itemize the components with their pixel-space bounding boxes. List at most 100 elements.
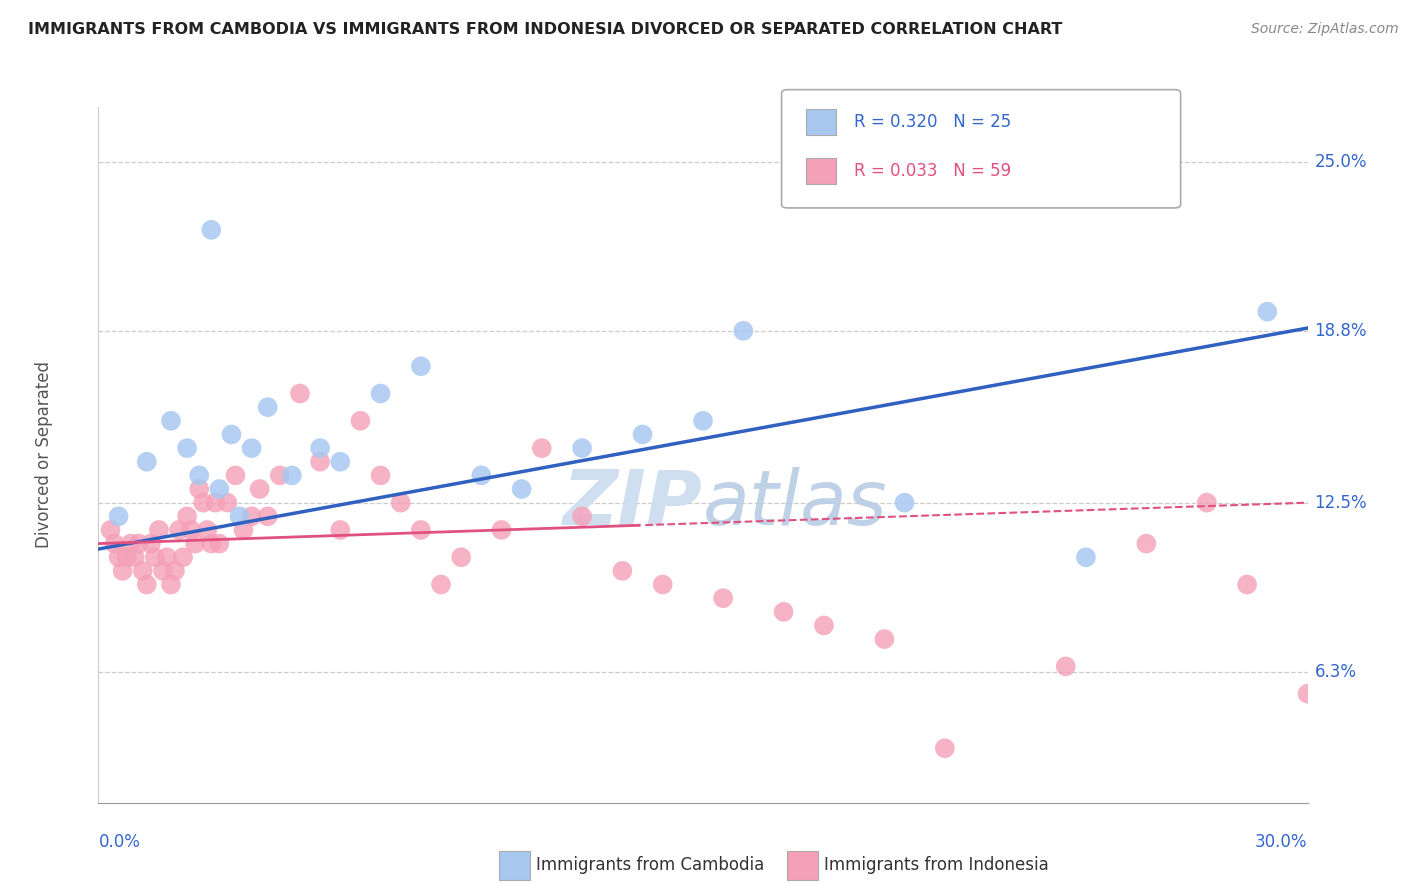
Text: R = 0.320   N = 25: R = 0.320 N = 25 [855,113,1011,131]
Point [224,468,246,483]
Point [188,482,211,496]
Point [217,496,239,510]
Point [135,455,157,469]
Point [128,536,150,550]
Point [163,564,186,578]
Point [631,427,654,442]
Text: 6.3%: 6.3% [1315,663,1357,681]
Point [208,536,231,550]
Point [100,523,122,537]
Point [510,482,533,496]
Point [256,400,278,414]
FancyBboxPatch shape [806,110,837,136]
Point [184,536,207,550]
Point [135,577,157,591]
Point [934,741,956,756]
Text: R = 0.033   N = 59: R = 0.033 N = 59 [855,162,1011,180]
Point [193,496,215,510]
Point [430,577,453,591]
Point [409,523,432,537]
Point [470,468,492,483]
Point [172,550,194,565]
Point [813,618,835,632]
Point [329,455,352,469]
Text: 30.0%: 30.0% [1256,833,1308,851]
Point [1074,550,1097,565]
Point [692,414,714,428]
Point [200,223,222,237]
Point [389,496,412,510]
Point [571,509,593,524]
Point [249,482,271,496]
Point [156,550,179,565]
Point [309,455,332,469]
Point [711,591,734,606]
Point [1195,496,1218,510]
Point [176,509,198,524]
Point [409,359,432,374]
Point [221,427,243,442]
Point [733,324,755,338]
FancyBboxPatch shape [782,90,1181,208]
Point [288,386,311,401]
Point [1236,577,1258,591]
Text: Immigrants from Indonesia: Immigrants from Indonesia [824,856,1049,874]
Text: 0.0%: 0.0% [98,833,141,851]
Point [188,468,211,483]
Text: atlas: atlas [703,467,887,541]
Point [132,564,155,578]
Text: 12.5%: 12.5% [1315,493,1367,512]
Point [160,414,183,428]
Point [111,564,134,578]
Point [329,523,352,537]
Point [120,536,142,550]
Point [1135,536,1157,550]
Point [240,441,263,455]
Point [1296,687,1319,701]
FancyBboxPatch shape [806,158,837,185]
Point [240,509,263,524]
Point [139,536,162,550]
Point [152,564,174,578]
Point [349,414,371,428]
Point [612,564,634,578]
Text: Source: ZipAtlas.com: Source: ZipAtlas.com [1251,22,1399,37]
Point [651,577,673,591]
Point [530,441,553,455]
Point [200,536,222,550]
Point [148,523,170,537]
Text: Divorced or Separated: Divorced or Separated [35,361,53,549]
Point [208,482,231,496]
Point [450,550,472,565]
Text: 18.8%: 18.8% [1315,322,1367,340]
Point [772,605,794,619]
Point [281,468,304,483]
Point [143,550,166,565]
Point [180,523,202,537]
Point [160,577,183,591]
Point [1256,304,1278,318]
Point [228,509,250,524]
Text: ZIP: ZIP [564,467,703,541]
Point [370,386,392,401]
Point [107,550,129,565]
Point [873,632,896,646]
Text: 25.0%: 25.0% [1315,153,1367,170]
Point [370,468,392,483]
Point [204,496,226,510]
Point [115,550,138,565]
Point [232,523,254,537]
Point [107,509,129,524]
Point [309,441,332,455]
Text: Immigrants from Cambodia: Immigrants from Cambodia [536,856,763,874]
Point [491,523,513,537]
Point [571,441,593,455]
Point [124,550,146,565]
Point [1054,659,1077,673]
Point [167,523,190,537]
Text: IMMIGRANTS FROM CAMBODIA VS IMMIGRANTS FROM INDONESIA DIVORCED OR SEPARATED CORR: IMMIGRANTS FROM CAMBODIA VS IMMIGRANTS F… [28,22,1063,37]
Point [176,441,198,455]
Point [103,536,125,550]
Point [195,523,218,537]
Point [893,496,915,510]
